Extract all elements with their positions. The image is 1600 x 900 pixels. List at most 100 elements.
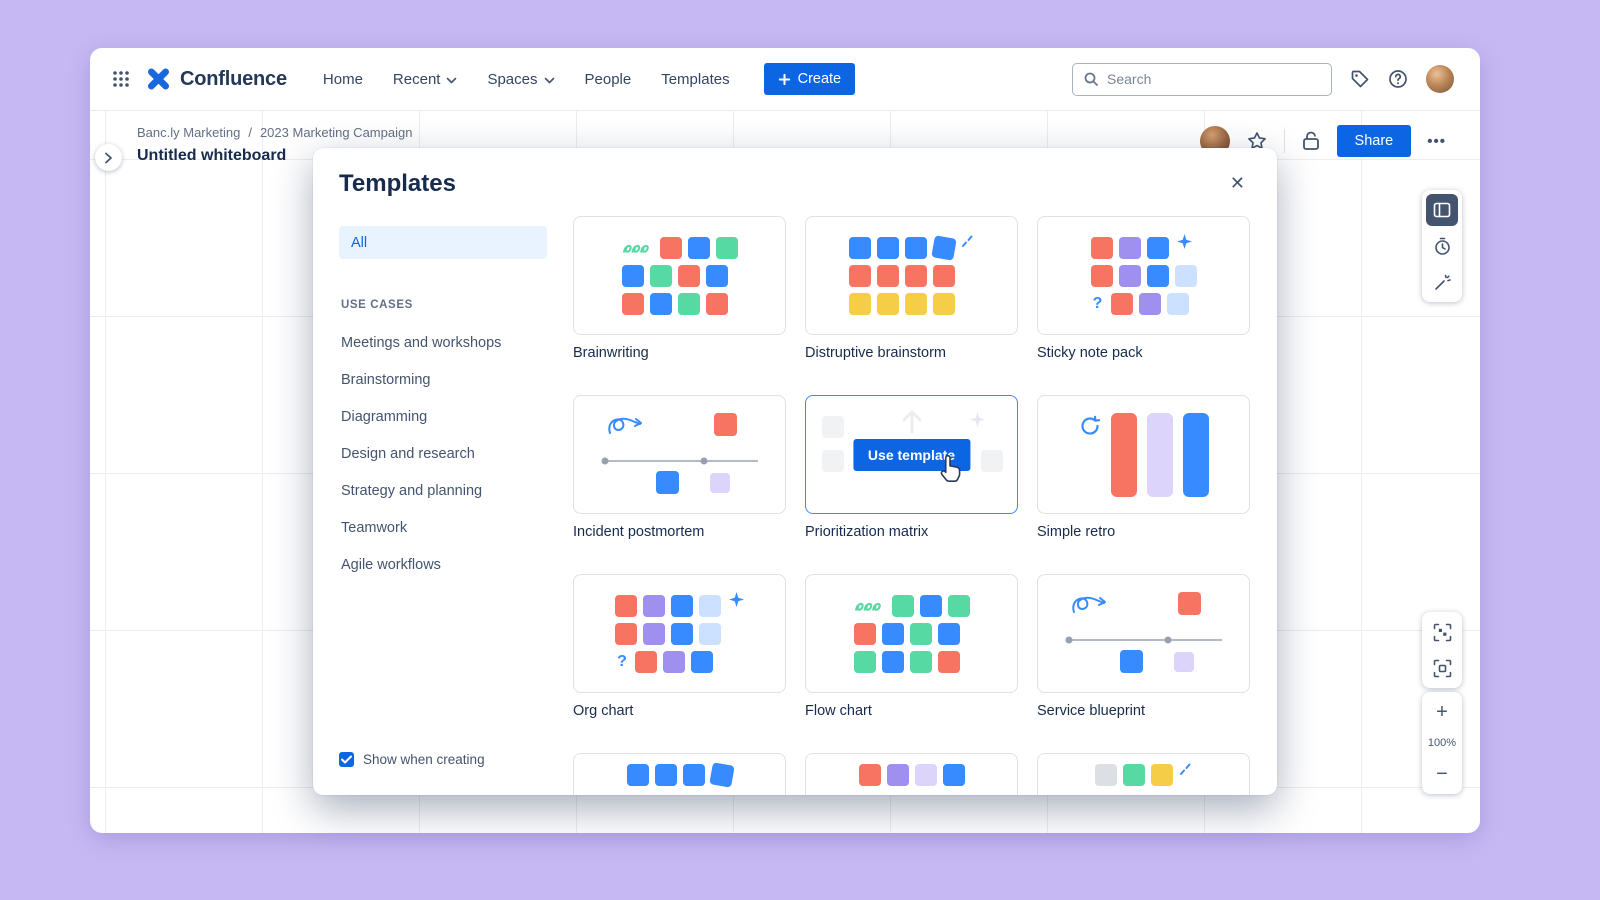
template-thumbnail: Use template — [805, 395, 1018, 514]
template-card-partial-10[interactable] — [805, 753, 1018, 795]
use-case-design-and-research[interactable]: Design and research — [341, 446, 475, 462]
template-card-brainwriting[interactable]: Brainwriting — [573, 216, 786, 361]
template-card-simple-retro[interactable]: Simple retro — [1037, 395, 1250, 540]
confluence-home-link[interactable]: Confluence — [146, 67, 287, 91]
close-icon[interactable]: ✕ — [1229, 173, 1245, 193]
confluence-mark-icon — [146, 67, 171, 91]
nav-item-home[interactable]: Home — [323, 71, 363, 88]
sticky-square — [905, 264, 927, 287]
use-cases-label: USE CASES — [341, 299, 413, 311]
use-case-strategy-and-planning[interactable]: Strategy and planning — [341, 483, 483, 499]
divider — [1283, 129, 1285, 153]
template-name: Prioritization matrix — [805, 524, 929, 540]
sticky-square — [1151, 764, 1173, 786]
sticky-square — [1138, 292, 1161, 315]
sticky-square — [931, 234, 957, 261]
zoom-in-button[interactable]: + — [1426, 696, 1458, 728]
ghost-arrow-icon — [900, 408, 924, 439]
sticky-square — [947, 594, 970, 617]
search-box[interactable] — [1072, 62, 1332, 96]
ghost-square — [981, 450, 1003, 472]
zoom-out-button[interactable]: − — [1426, 758, 1458, 790]
lock-icon[interactable] — [1301, 130, 1321, 152]
breadcrumb-page-link[interactable]: 2023 Marketing Campaign — [259, 125, 413, 140]
template-name: Service blueprint — [1037, 703, 1145, 719]
sticky-square — [626, 764, 649, 786]
sticky-square — [687, 236, 710, 259]
zoom-level: 100% — [1427, 737, 1457, 749]
sticky-square — [877, 292, 899, 315]
sticky-square — [1118, 264, 1141, 287]
sticky-square — [877, 236, 899, 259]
sticky-square — [682, 764, 705, 786]
expand-panel-button[interactable] — [95, 144, 122, 171]
sticky-square — [699, 622, 721, 645]
nav-item-recent[interactable]: Recent — [393, 71, 458, 88]
sticky-square — [919, 594, 942, 617]
plus-icon — [778, 73, 791, 86]
modal-header: Templates ✕ — [339, 170, 1251, 198]
filter-all[interactable]: All — [339, 226, 547, 259]
nav-item-spaces[interactable]: Spaces — [487, 71, 554, 88]
show-when-creating-toggle[interactable]: Show when creating — [339, 752, 547, 767]
nav-item-templates[interactable]: Templates — [661, 71, 729, 88]
search-input[interactable] — [1107, 71, 1321, 87]
use-case-meetings-and-workshops[interactable]: Meetings and workshops — [341, 335, 502, 351]
more-button[interactable]: ••• — [1427, 132, 1446, 150]
sticky-square — [1095, 764, 1117, 786]
sticky-square — [699, 594, 721, 617]
template-thumbnail: ? — [573, 574, 786, 693]
template-name: Incident postmortem — [573, 524, 705, 540]
laser-pointer-tool-button[interactable] — [1426, 266, 1458, 298]
template-card-service-blueprint[interactable]: Service blueprint — [1037, 574, 1250, 719]
zoom-to-selection-button[interactable] — [1426, 652, 1458, 684]
tag-icon[interactable] — [1350, 69, 1370, 89]
help-icon[interactable] — [1388, 69, 1408, 89]
template-card-prioritization-matrix[interactable]: Use template Prioritization matrix — [805, 395, 1018, 540]
nav-item-people[interactable]: People — [585, 71, 632, 88]
question-mark: ? — [1092, 294, 1103, 312]
search-icon — [1083, 71, 1099, 87]
use-case-diagramming[interactable]: Diagramming — [341, 409, 428, 425]
app-window: Confluence Home Recent Spaces People Templat… — [90, 48, 1480, 833]
template-card-distruptive-brainstorm[interactable]: Distruptive brainstorm — [805, 216, 1018, 361]
template-card-flow-chart[interactable]: Flow chart — [805, 574, 1018, 719]
zoom-toolbar: + 100% − — [1422, 692, 1462, 794]
breadcrumb-space-link[interactable]: Banc.ly Marketing — [137, 125, 241, 140]
template-card-org-chart[interactable]: ? Org chart — [573, 574, 786, 719]
template-thumbnail — [1037, 753, 1250, 795]
sparkle-icon — [1176, 234, 1192, 249]
app-switcher-icon[interactable] — [112, 70, 130, 88]
cycle-icon — [1079, 415, 1101, 437]
timer-tool-button[interactable] — [1426, 230, 1458, 262]
use-case-agile-workflows[interactable]: Agile workflows — [341, 557, 441, 573]
use-case-teamwork[interactable]: Teamwork — [341, 520, 408, 536]
template-thumbnail — [573, 395, 786, 514]
create-button[interactable]: Create — [763, 63, 856, 95]
template-card-sticky-note-pack[interactable]: ? Sticky note pack — [1037, 216, 1250, 361]
templates-tool-button[interactable] — [1426, 194, 1458, 226]
nav-right-cluster — [1072, 62, 1454, 96]
sticky-square — [1174, 264, 1197, 287]
template-name: Flow chart — [805, 703, 872, 719]
ghost-sparkle-icon — [970, 412, 985, 427]
share-button[interactable]: Share — [1336, 125, 1412, 157]
sticky-square — [649, 292, 672, 315]
template-card-incident-postmortem[interactable]: Incident postmortem — [573, 395, 786, 540]
use-case-brainstorming[interactable]: Brainstorming — [341, 372, 431, 388]
squiggle-icon — [854, 599, 886, 613]
question-mark: ? — [617, 652, 627, 670]
template-card-partial-11[interactable] — [1037, 753, 1250, 795]
sticky-square — [849, 236, 871, 259]
star-icon[interactable] — [1246, 130, 1268, 152]
sticky-square — [621, 292, 644, 315]
sticky-square — [849, 292, 871, 315]
squiggle-icon — [622, 241, 654, 255]
zoom-to-fit-button[interactable] — [1426, 616, 1458, 648]
sticky-square — [615, 594, 637, 617]
sticky-square — [643, 594, 665, 617]
breadcrumb: Banc.ly Marketing / 2023 Marketing Campa… — [137, 125, 412, 140]
template-card-partial-9[interactable] — [573, 753, 786, 795]
board-title[interactable]: Untitled whiteboard — [137, 147, 287, 164]
user-avatar[interactable] — [1426, 65, 1454, 93]
